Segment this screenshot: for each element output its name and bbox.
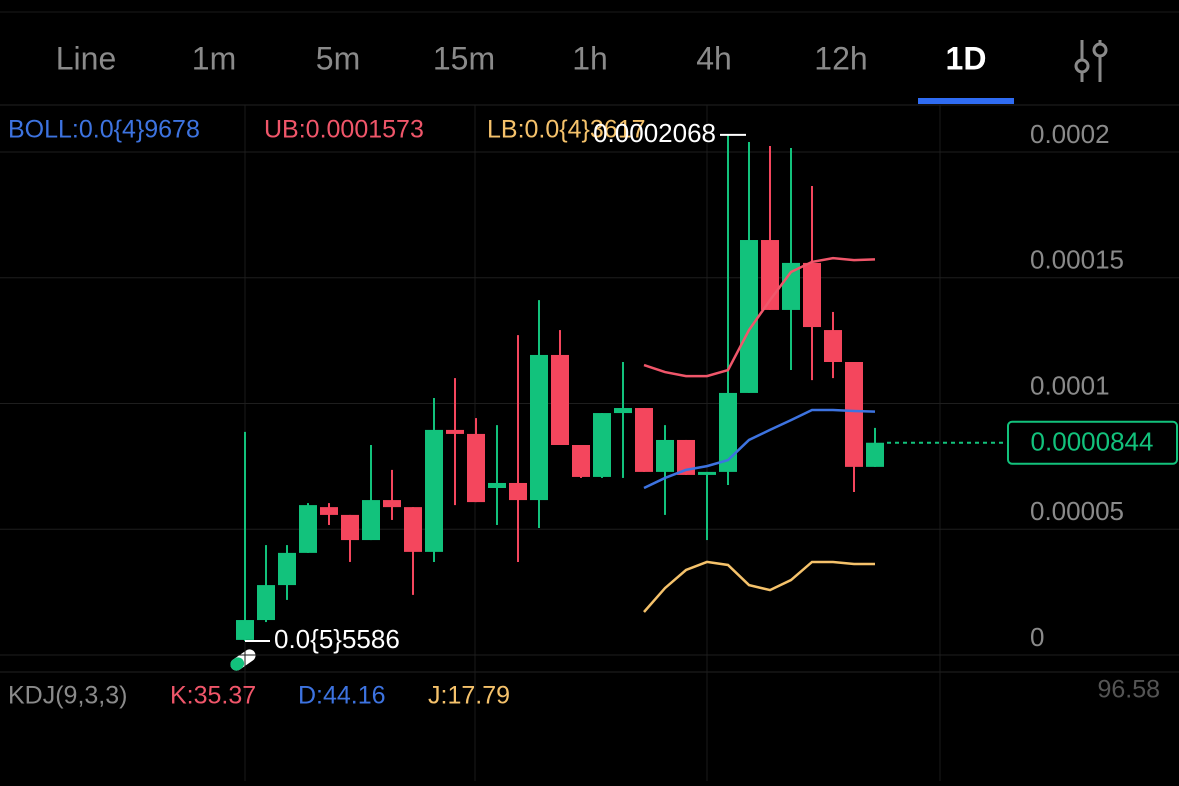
candle-body <box>341 514 359 541</box>
y-tick-label: 0.00005 <box>1030 496 1124 526</box>
y-tick-label: 0.00015 <box>1030 245 1124 275</box>
candle-body <box>782 262 800 310</box>
indicator-label: LB:0.0{4}3617 <box>487 116 646 144</box>
indicator-line <box>643 560 876 613</box>
candle-body <box>257 585 275 621</box>
kdj-axis-label: 96.58 <box>1097 676 1160 704</box>
tab[interactable]: 1m <box>192 40 236 76</box>
indicator-line <box>643 408 876 490</box>
candle-body <box>446 429 464 434</box>
tab[interactable]: 1h <box>572 40 608 76</box>
candle-body <box>551 354 569 445</box>
settings-icon[interactable] <box>1074 40 1108 82</box>
candle-body <box>488 482 506 489</box>
y-tick-label: 0.0002 <box>1030 119 1110 149</box>
tab[interactable]: 12h <box>814 40 867 76</box>
candle-body <box>866 442 884 467</box>
candle-body <box>824 330 842 363</box>
candle-body <box>320 507 338 515</box>
candle-body <box>236 620 254 640</box>
kdj-label: K:35.37 <box>170 682 256 710</box>
tab[interactable]: 15m <box>433 40 495 76</box>
indicator-label: UB:0.0001573 <box>264 116 424 144</box>
candle-body <box>614 408 632 414</box>
indicator-line <box>643 256 876 378</box>
knob <box>1092 42 1108 58</box>
candle-body <box>740 240 758 393</box>
candle-body <box>404 507 422 552</box>
candle-body <box>362 500 380 541</box>
candle-body <box>698 471 716 475</box>
y-tick-label: 0.0001 <box>1030 370 1110 400</box>
active-tab-indicator <box>918 98 1014 104</box>
kdj-label: D:44.16 <box>298 682 386 710</box>
last-price-box <box>1007 420 1178 465</box>
candle-body <box>656 439 674 472</box>
candle-body <box>635 408 653 472</box>
candle-body <box>677 439 695 475</box>
candle-body <box>383 500 401 508</box>
candle-body <box>845 362 863 467</box>
tab[interactable]: Line <box>56 40 117 76</box>
kdj-label: KDJ(9,3,3) <box>8 682 127 710</box>
min-label: 0.0{5}5586 <box>274 624 400 654</box>
y-tick-label: 0 <box>1030 622 1044 652</box>
kdj-label: J:17.79 <box>428 682 510 710</box>
candle-body <box>509 482 527 501</box>
tab[interactable]: 4h <box>696 40 732 76</box>
knob <box>1074 58 1090 74</box>
candle-body <box>299 505 317 553</box>
last-price-label: 0.0000844 <box>1031 427 1154 457</box>
pill-half <box>230 657 245 671</box>
max-label: 0.0002068 <box>593 118 716 148</box>
indicator-label: BOLL:0.0{4}9678 <box>8 116 200 144</box>
candle-body <box>719 392 737 472</box>
candle-body <box>425 429 443 552</box>
candle-body <box>803 262 821 328</box>
candle-body <box>530 354 548 501</box>
candle-body <box>593 413 611 477</box>
tab[interactable]: 1D <box>946 40 987 76</box>
candle-body <box>467 433 485 503</box>
tab[interactable]: 5m <box>316 40 360 76</box>
candle-body <box>278 552 296 586</box>
candle-body <box>572 444 590 477</box>
